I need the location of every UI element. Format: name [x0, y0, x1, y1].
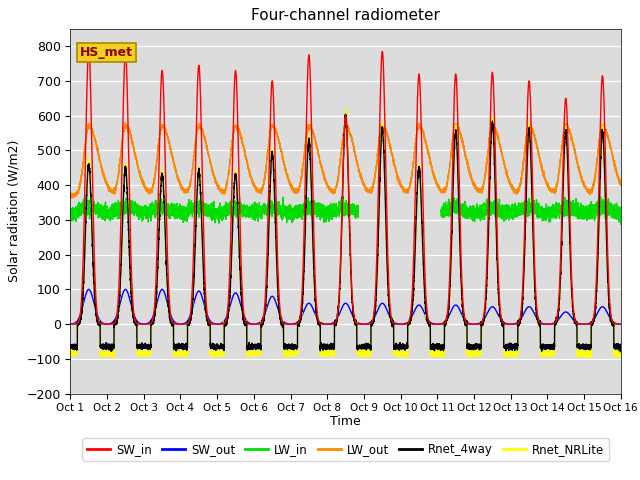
- LW_in: [273, 208, 280, 214]
- Line: LW_in: LW_in: [70, 195, 621, 224]
- LW_out: [179, 184, 186, 190]
- SW_in: [67, 321, 74, 327]
- Rnet_NRLite: [500, 351, 508, 357]
- Rnet_4way: [67, 344, 74, 350]
- SW_in: [273, 217, 280, 223]
- SW_in: [500, 321, 508, 326]
- LW_out: [67, 191, 74, 197]
- SW_out: [85, 287, 93, 292]
- Rnet_4way: [179, 346, 186, 351]
- LW_out: [615, 176, 623, 182]
- Line: SW_in: SW_in: [70, 49, 621, 324]
- SW_out: [615, 321, 623, 327]
- SW_in: [422, 287, 429, 293]
- Rnet_4way: [500, 343, 508, 349]
- Rnet_NRLite: [588, 356, 595, 361]
- Y-axis label: Solar radiation (W/m2): Solar radiation (W/m2): [8, 140, 20, 282]
- Rnet_NRLite: [67, 350, 74, 356]
- Rnet_NRLite: [615, 353, 623, 359]
- LW_out: [273, 130, 280, 135]
- SW_in: [85, 47, 93, 52]
- SW_in: [184, 320, 192, 325]
- SW_out: [500, 320, 508, 325]
- SW_out: [184, 317, 192, 323]
- Title: Four-channel radiometer: Four-channel radiometer: [251, 9, 440, 24]
- LW_out: [500, 159, 508, 165]
- Rnet_4way: [617, 343, 625, 349]
- LW_in: [615, 206, 623, 212]
- SW_out: [179, 321, 186, 327]
- Rnet_NRLite: [184, 321, 192, 326]
- Rnet_4way: [184, 318, 192, 324]
- Rnet_4way: [422, 307, 429, 312]
- SW_in: [617, 321, 625, 327]
- LW_in: [179, 206, 186, 212]
- LW_in: [617, 212, 625, 218]
- LW_out: [68, 195, 76, 201]
- Rnet_NRLite: [342, 107, 349, 113]
- Rnet_NRLite: [422, 303, 429, 309]
- X-axis label: Time: Time: [330, 415, 361, 428]
- SW_out: [67, 321, 74, 327]
- Rnet_4way: [342, 111, 349, 117]
- Rnet_4way: [616, 349, 624, 355]
- LW_out: [617, 182, 625, 188]
- LW_in: [67, 210, 74, 216]
- SW_out: [617, 321, 625, 327]
- Legend: SW_in, SW_out, LW_in, LW_out, Rnet_4way, Rnet_NRLite: SW_in, SW_out, LW_in, LW_out, Rnet_4way,…: [82, 438, 609, 461]
- Line: Rnet_NRLite: Rnet_NRLite: [70, 110, 621, 359]
- SW_out: [273, 301, 280, 307]
- Line: LW_out: LW_out: [70, 122, 621, 198]
- SW_in: [179, 321, 186, 327]
- Rnet_NRLite: [179, 348, 186, 354]
- Rnet_NRLite: [617, 351, 625, 357]
- LW_out: [422, 139, 429, 144]
- SW_out: [422, 312, 429, 318]
- LW_in: [184, 210, 192, 216]
- LW_in: [500, 211, 508, 217]
- Rnet_4way: [615, 343, 623, 349]
- SW_in: [615, 321, 623, 327]
- Text: HS_met: HS_met: [80, 46, 133, 59]
- Line: SW_out: SW_out: [70, 289, 621, 324]
- Rnet_NRLite: [273, 251, 280, 257]
- LW_out: [122, 120, 129, 125]
- LW_out: [184, 187, 192, 193]
- Line: Rnet_4way: Rnet_4way: [70, 114, 621, 352]
- Rnet_4way: [273, 253, 280, 259]
